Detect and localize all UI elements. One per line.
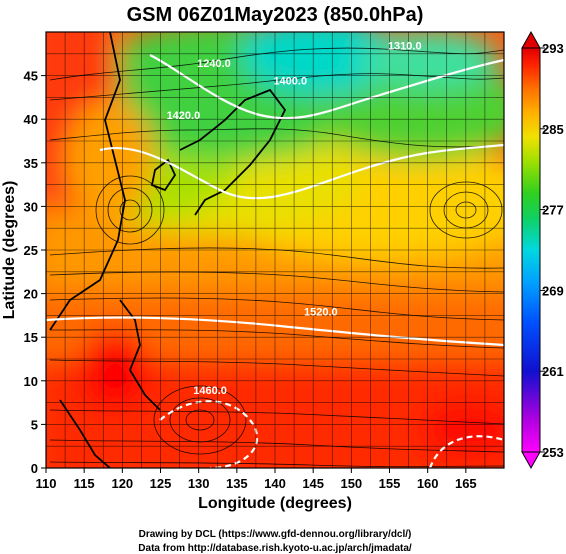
colorbar-tick-label: 261: [542, 364, 564, 379]
x-tick-label: 115: [74, 476, 95, 491]
colorbar-max-arrow: [521, 30, 541, 49]
map-plot: [46, 32, 504, 468]
y-tick-label: 30: [24, 199, 38, 214]
colorbar-tick-label: 277: [542, 203, 564, 218]
credit-drawing: Drawing by DCL (https://www.gfd-dennou.o…: [139, 529, 412, 540]
x-tick-label: 125: [150, 476, 172, 491]
contour-label: 1400.0: [273, 75, 307, 87]
y-tick-label: 25: [24, 243, 38, 258]
x-tick-label: 135: [226, 476, 248, 491]
wind-streamlines: [49, 47, 504, 468]
contour-label: 1420.0: [167, 110, 201, 122]
x-tick-label: 155: [379, 476, 401, 491]
contour-label: 1460.0: [193, 385, 227, 397]
y-tick-label: 10: [24, 374, 38, 389]
x-tick-label: 120: [111, 476, 133, 491]
colorbar: 293 285 277 269 261 253: [521, 30, 564, 470]
x-tick-label: 130: [188, 476, 210, 491]
x-tick-label: 110: [36, 476, 57, 491]
x-tick-label: 165: [455, 476, 477, 491]
y-tick-label: 5: [31, 417, 38, 432]
x-tick-label: 140: [264, 476, 286, 491]
x-tick-label: 150: [340, 476, 362, 491]
colorbar-tick-label: 269: [542, 283, 564, 298]
x-axis-ticks: 110 115 120 125 130 135 140 145 150 155 160 165: [36, 468, 477, 491]
colorbar-tick-label: 285: [542, 122, 564, 137]
contour-label: 1520.0: [304, 306, 338, 318]
colorbar-min-arrow: [521, 451, 541, 470]
y-tick-label: 35: [24, 156, 38, 171]
map-grid: [46, 32, 504, 468]
contour-label: 1240.0: [197, 58, 231, 70]
colorbar-tick-label: 293: [542, 41, 564, 56]
colorbar-bar: [521, 47, 541, 453]
y-tick-label: 0: [31, 461, 38, 476]
contour-label: 1310.0: [388, 40, 422, 52]
y-tick-label: 15: [24, 330, 38, 345]
x-tick-label: 160: [417, 476, 439, 491]
y-axis-ticks: 0 5 10 15 20 25 30 35 40 45: [24, 69, 46, 476]
contour-labels: 1240.0 1400.0 1420.0 1520.0 1460.0 1310.0: [167, 40, 422, 396]
x-axis-label: Longitude (degrees): [198, 495, 352, 512]
credit-data: Data from http://database.rish.kyoto-u.a…: [138, 543, 412, 554]
x-tick-label: 145: [302, 476, 324, 491]
y-tick-label: 20: [24, 287, 38, 302]
y-tick-label: 40: [24, 112, 38, 127]
y-axis-label: Latitude (degrees): [1, 181, 18, 320]
y-tick-label: 45: [24, 69, 38, 84]
colorbar-tick-label: 253: [542, 445, 564, 460]
figure-title: GSM 06Z01May2023 (850.0hPa): [127, 4, 424, 26]
